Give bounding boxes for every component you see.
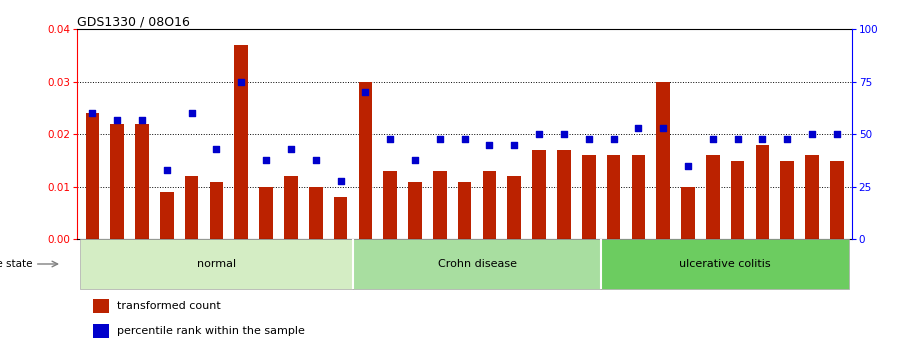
Point xyxy=(234,79,249,85)
Bar xyxy=(135,124,148,239)
Point xyxy=(705,136,720,141)
Bar xyxy=(353,239,601,289)
Point xyxy=(457,136,472,141)
Point xyxy=(358,90,373,95)
Text: percentile rank within the sample: percentile rank within the sample xyxy=(117,326,305,336)
Bar xyxy=(309,187,322,239)
Point xyxy=(309,157,323,162)
Point xyxy=(482,142,496,148)
Bar xyxy=(86,113,99,239)
Point xyxy=(333,178,348,183)
Point xyxy=(606,136,620,141)
Bar xyxy=(532,150,546,239)
Bar xyxy=(93,324,109,338)
Point xyxy=(85,110,99,116)
Point xyxy=(830,131,844,137)
Point xyxy=(755,136,770,141)
Point xyxy=(259,157,273,162)
Bar xyxy=(333,197,347,239)
Text: GDS1330 / 08O16: GDS1330 / 08O16 xyxy=(77,15,190,28)
Text: transformed count: transformed count xyxy=(117,301,220,311)
Bar xyxy=(93,298,109,313)
Point xyxy=(433,136,447,141)
Bar xyxy=(805,155,819,239)
Point xyxy=(532,131,547,137)
Bar xyxy=(284,176,298,239)
Text: normal: normal xyxy=(197,259,236,269)
Point xyxy=(656,125,670,131)
Point xyxy=(507,142,521,148)
Point xyxy=(631,125,646,131)
Bar xyxy=(483,171,496,239)
Bar xyxy=(557,150,570,239)
Point xyxy=(184,110,199,116)
Text: disease state: disease state xyxy=(0,259,33,269)
Bar xyxy=(755,145,769,239)
Bar xyxy=(631,155,645,239)
Bar xyxy=(507,176,521,239)
Bar xyxy=(706,155,720,239)
Point xyxy=(210,146,224,152)
Point xyxy=(804,131,819,137)
Bar xyxy=(781,160,794,239)
Point xyxy=(408,157,423,162)
Text: Crohn disease: Crohn disease xyxy=(437,259,517,269)
Point xyxy=(383,136,397,141)
Bar xyxy=(607,155,620,239)
Bar xyxy=(234,45,248,239)
Point xyxy=(135,117,149,122)
Point xyxy=(283,146,298,152)
Bar xyxy=(210,181,223,239)
Bar xyxy=(384,171,397,239)
Bar xyxy=(656,82,670,239)
Point xyxy=(780,136,794,141)
Bar xyxy=(458,181,471,239)
Point xyxy=(681,163,695,169)
Bar xyxy=(160,192,174,239)
Text: ulcerative colitis: ulcerative colitis xyxy=(680,259,771,269)
Bar xyxy=(408,181,422,239)
Bar xyxy=(260,187,273,239)
Bar xyxy=(830,160,844,239)
Bar xyxy=(110,124,124,239)
Point xyxy=(557,131,571,137)
Point xyxy=(581,136,596,141)
Bar xyxy=(185,176,199,239)
Bar xyxy=(359,82,373,239)
Point xyxy=(110,117,125,122)
Bar xyxy=(731,160,744,239)
Bar xyxy=(601,239,849,289)
Bar xyxy=(582,155,596,239)
Bar xyxy=(681,187,695,239)
Point xyxy=(731,136,745,141)
Bar xyxy=(433,171,446,239)
Point xyxy=(159,167,174,173)
Bar xyxy=(80,239,353,289)
